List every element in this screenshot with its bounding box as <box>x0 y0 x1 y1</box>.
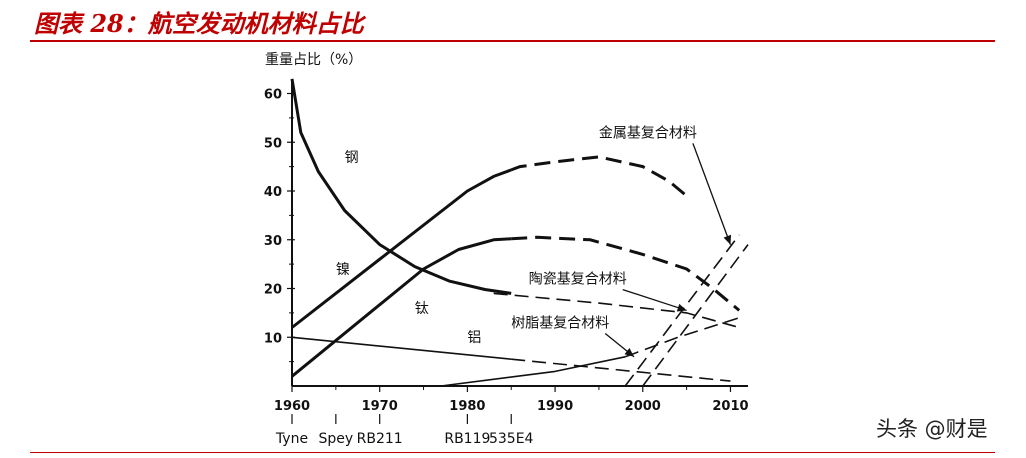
y-ticks: 10 20 30 40 50 60 <box>264 88 295 363</box>
y-tick-label: 30 <box>264 234 282 249</box>
annotation-arrowhead <box>624 347 634 357</box>
series-line-dashed <box>624 317 740 358</box>
series-annotation: 陶瓷基复合材料 <box>529 271 627 288</box>
y-tick-label: 60 <box>264 88 282 103</box>
annotation-arrowhead <box>676 303 687 312</box>
engine-label: Tyne <box>275 431 308 447</box>
bottom-rule <box>30 452 995 453</box>
series-annotation: 钢 <box>345 150 359 166</box>
series-line-solid <box>290 78 512 295</box>
series-line-dashed <box>642 244 749 387</box>
y-tick-label: 20 <box>264 283 282 298</box>
annotation-arrow <box>692 143 732 245</box>
x-tick-label: 2010 <box>712 399 748 414</box>
y-tick-label: 10 <box>264 331 282 346</box>
x-tick-label: 1990 <box>537 399 573 414</box>
series-line-dashed <box>511 358 731 382</box>
engine-label: 535E4 <box>489 431 534 447</box>
series-line-dashed <box>511 235 741 312</box>
series-line-solid <box>440 356 626 387</box>
x-tick-label: 2000 <box>625 399 661 414</box>
watermark: 头条 @财是 <box>876 417 988 441</box>
engine-label: RB211 <box>357 431 403 447</box>
series-line-solid <box>291 168 512 329</box>
axes <box>291 80 748 387</box>
engine-label: Spey <box>319 431 354 447</box>
annotation-arrowhead <box>723 234 732 245</box>
annotation-arrow <box>622 289 687 312</box>
series-line-solid <box>291 237 512 378</box>
x-ticks: 1960 1970 1980 1990 2000 2010 <box>274 386 749 414</box>
engine-label: RB119 <box>444 431 490 447</box>
x-tick-label: 1980 <box>449 399 485 414</box>
x-tick-label: 1960 <box>274 399 310 414</box>
figure-title: 图表 28：航空发动机材料占比 <box>34 9 364 38</box>
series-annotation: 树脂基复合材料 <box>511 315 609 332</box>
series-annotation: 镍 <box>336 262 350 278</box>
y-tick-label: 40 <box>264 185 282 200</box>
x-tick-label: 1970 <box>362 399 398 414</box>
series-annotation: 铝 <box>467 330 481 346</box>
y-axis-label: 重量占比（%） <box>265 52 362 68</box>
series-line-dashed <box>493 292 740 329</box>
series-annotation: 钛 <box>415 301 429 317</box>
series-line-dashed <box>510 155 688 198</box>
series-annotation: 金属基复合材料 <box>599 124 697 141</box>
title-rule <box>30 40 995 42</box>
y-tick-label: 50 <box>264 136 282 151</box>
series-line-solid <box>291 336 512 360</box>
